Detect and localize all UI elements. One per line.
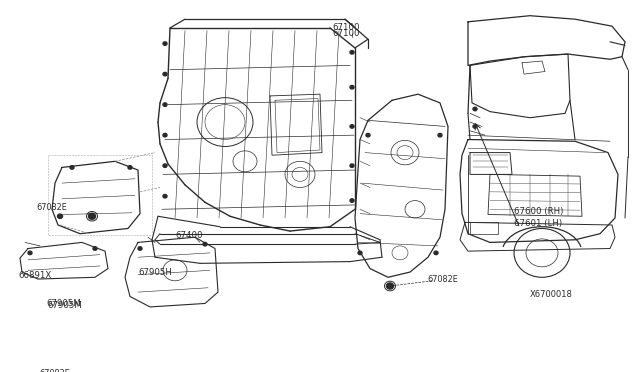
- Text: 67082E: 67082E: [39, 369, 70, 372]
- Circle shape: [358, 251, 362, 254]
- Circle shape: [473, 107, 477, 111]
- Text: X6700018: X6700018: [530, 290, 573, 299]
- Circle shape: [93, 247, 97, 250]
- Circle shape: [350, 199, 354, 202]
- Circle shape: [88, 213, 95, 219]
- Text: 67100: 67100: [332, 23, 360, 32]
- Circle shape: [58, 214, 63, 218]
- Text: 67400: 67400: [175, 231, 202, 240]
- Text: 67905M: 67905M: [47, 301, 82, 310]
- Circle shape: [163, 164, 167, 167]
- Circle shape: [163, 134, 167, 137]
- Text: 67601 (LH): 67601 (LH): [514, 219, 562, 228]
- Circle shape: [438, 134, 442, 137]
- Text: 66891X: 66891X: [18, 271, 51, 280]
- Circle shape: [128, 166, 132, 169]
- Circle shape: [366, 134, 370, 137]
- Circle shape: [28, 251, 32, 254]
- Text: 67905H: 67905H: [138, 269, 172, 278]
- Circle shape: [387, 283, 394, 289]
- Text: 67600 (RH): 67600 (RH): [514, 206, 563, 215]
- Circle shape: [203, 243, 207, 246]
- Circle shape: [350, 164, 354, 167]
- Circle shape: [350, 51, 354, 54]
- Circle shape: [163, 195, 167, 198]
- Circle shape: [163, 73, 167, 76]
- Circle shape: [350, 86, 354, 89]
- Text: 67100: 67100: [332, 29, 360, 38]
- Circle shape: [350, 125, 354, 128]
- Circle shape: [138, 247, 142, 250]
- Circle shape: [70, 166, 74, 169]
- Text: 67082E: 67082E: [36, 203, 67, 212]
- Circle shape: [163, 103, 167, 106]
- Text: 67082E: 67082E: [427, 275, 458, 283]
- Text: 67905M: 67905M: [46, 299, 81, 308]
- Circle shape: [163, 42, 167, 45]
- Circle shape: [434, 251, 438, 254]
- Circle shape: [473, 125, 477, 128]
